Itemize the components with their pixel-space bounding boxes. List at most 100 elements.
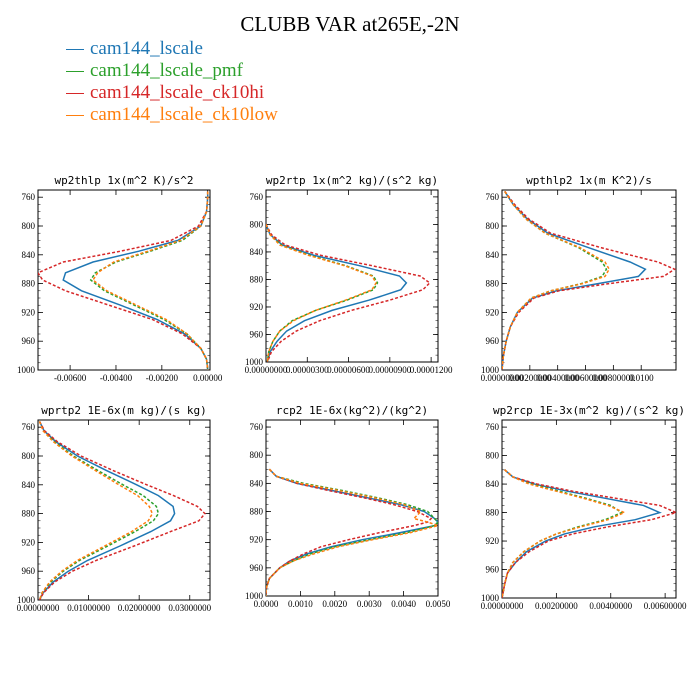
- x-tick-label: 0.00000600: [327, 365, 370, 375]
- x-tick-label: 0.00000000: [245, 365, 288, 375]
- y-tick-label: 1000: [245, 591, 264, 601]
- legend-item-lscale: cam144_lscale: [66, 38, 278, 60]
- legend-item-lscale-pmf: cam144_lscale_pmf: [66, 60, 278, 82]
- y-tick-label: 760: [22, 192, 36, 202]
- y-tick-label: 800: [486, 451, 500, 461]
- plot-frame: [501, 189, 677, 371]
- x-tick-label: 0.00600000: [564, 373, 607, 383]
- plot-frame: [265, 419, 439, 597]
- y-tick-label: 800: [22, 221, 36, 231]
- panel-title: wp2rcp 1E-3x(m^2 kg)/(s^2 kg): [493, 404, 685, 417]
- y-tick-label: 960: [486, 336, 500, 346]
- chart-panel-3: wpthlp2 1x(m K^2)/s 760 800 840 880 920 960 100…: [481, 174, 677, 383]
- series-line-3: [38, 191, 209, 370]
- legend-swatch: [66, 92, 84, 94]
- x-tick-label: 0.00000000: [481, 373, 524, 383]
- y-tick-label: 880: [250, 274, 264, 284]
- x-tick-label: 0.00000900: [368, 365, 411, 375]
- series-line-4: [502, 469, 627, 598]
- y-tick-label: 960: [22, 336, 36, 346]
- chart-panel-5: rcp2 1E-6x(kg^2)/(kg^2) 760 800 840 880 920 96…: [245, 404, 451, 609]
- y-tick-label: 920: [486, 307, 500, 317]
- x-tick-label: 0.0010: [288, 599, 313, 609]
- legend: cam144_lscale cam144_lscale_pmf cam144_l…: [66, 38, 278, 126]
- y-tick-label: 800: [22, 451, 36, 461]
- y-tick-label: 880: [250, 507, 264, 517]
- series-line-3: [266, 468, 433, 596]
- series-line-4: [266, 468, 438, 596]
- y-tick-label: 800: [250, 450, 264, 460]
- x-tick-label: -0.00400: [100, 373, 133, 383]
- chart-panel-2: wp2rtp 1x(m^2 kg)/(s^2 kg)760 800 840 880 92…: [245, 174, 453, 375]
- x-tick-label: 0.00400000: [536, 373, 579, 383]
- series-line-2: [38, 421, 160, 600]
- y-tick-label: 800: [486, 221, 500, 231]
- legend-label: cam144_lscale_ck10hi: [90, 82, 265, 103]
- y-tick-label: 960: [22, 566, 36, 576]
- x-tick-label: 0.00000: [193, 373, 223, 383]
- y-tick-label: 840: [22, 480, 36, 490]
- x-tick-label: -0.00200: [146, 373, 179, 383]
- y-tick-label: 880: [486, 508, 500, 518]
- series-line-1: [266, 224, 408, 362]
- figure-title: CLUBB VAR at265E,-2N: [240, 12, 460, 36]
- series-line-4: [92, 191, 209, 370]
- y-tick-label: 1000: [17, 595, 36, 605]
- series-line-2: [89, 191, 209, 370]
- series-line-4: [266, 224, 377, 362]
- series-line-1: [38, 421, 176, 600]
- panel-title: wprtp2 1E-6x(m kg)/(s kg): [41, 404, 207, 417]
- y-tick-label: 760: [486, 422, 500, 432]
- y-tick-label: 840: [486, 479, 500, 489]
- series-line-3: [266, 224, 431, 362]
- y-tick-label: 1000: [17, 365, 36, 375]
- x-tick-label: 0.0030: [357, 599, 382, 609]
- y-tick-label: 960: [486, 565, 500, 575]
- y-tick-label: 1000: [481, 365, 500, 375]
- x-tick-label: 0.03000000: [168, 603, 211, 613]
- y-tick-label: 920: [250, 535, 264, 545]
- chart-panel-4: wprtp2 1E-6x(m kg)/(s kg) 760 800 840 880 920…: [17, 404, 212, 613]
- x-tick-label: 0.0050: [426, 599, 451, 609]
- plot-frame: [265, 189, 439, 363]
- y-tick-label: 760: [250, 192, 264, 202]
- series-line-3: [502, 190, 676, 370]
- x-tick-label: 0.00400000: [589, 601, 632, 611]
- x-tick-label: 0.00600000: [644, 601, 687, 611]
- y-tick-label: 840: [250, 247, 264, 257]
- y-tick-label: 880: [22, 509, 36, 519]
- panel-title: wpthlp2 1x(m K^2)/s: [526, 174, 652, 187]
- plot-frame: [501, 419, 677, 599]
- chart-panel-6: wp2rcp 1E-3x(m^2 kg)/(s^2 kg) 760 800 840 88…: [481, 404, 687, 611]
- legend-label: cam144_lscale: [90, 38, 203, 59]
- panel-title: wp2rtp 1x(m^2 kg)/(s^2 kg): [266, 174, 438, 187]
- legend-label: cam144_lscale_ck10low: [90, 104, 278, 125]
- x-tick-label: -0.00600: [54, 373, 87, 383]
- series-line-2: [266, 224, 379, 362]
- y-tick-label: 920: [486, 536, 500, 546]
- y-tick-label: 1000: [245, 357, 264, 367]
- legend-label: cam144_lscale_pmf: [90, 60, 244, 81]
- x-tick-label: 0.0000: [254, 599, 279, 609]
- panel-title: wp2thlp 1x(m^2 K)/s^2: [54, 174, 193, 187]
- y-tick-label: 960: [250, 329, 264, 339]
- series-line-3: [502, 469, 676, 598]
- legend-swatch: [66, 70, 84, 72]
- series-line-1: [502, 191, 647, 370]
- x-tick-label: 0.0040: [391, 599, 416, 609]
- y-tick-label: 840: [22, 250, 36, 260]
- y-tick-label: 800: [250, 219, 264, 229]
- plot-frame: [37, 189, 211, 371]
- y-tick-label: 760: [486, 192, 500, 202]
- plot-frame: [37, 419, 211, 601]
- x-tick-label: 0.02000000: [118, 603, 161, 613]
- y-tick-label: 880: [486, 279, 500, 289]
- x-tick-label: 0.01000000: [67, 603, 110, 613]
- y-tick-label: 760: [22, 422, 36, 432]
- chart-panel-1: wp2thlp 1x(m^2 K)/s^2 760 800 840 880 920 960 1…: [17, 174, 223, 383]
- x-tick-label: 0.00000300: [286, 365, 329, 375]
- y-tick-label: 920: [22, 307, 36, 317]
- legend-item-lscale-ck10low: cam144_lscale_ck10low: [66, 104, 278, 126]
- y-tick-label: 920: [250, 302, 264, 312]
